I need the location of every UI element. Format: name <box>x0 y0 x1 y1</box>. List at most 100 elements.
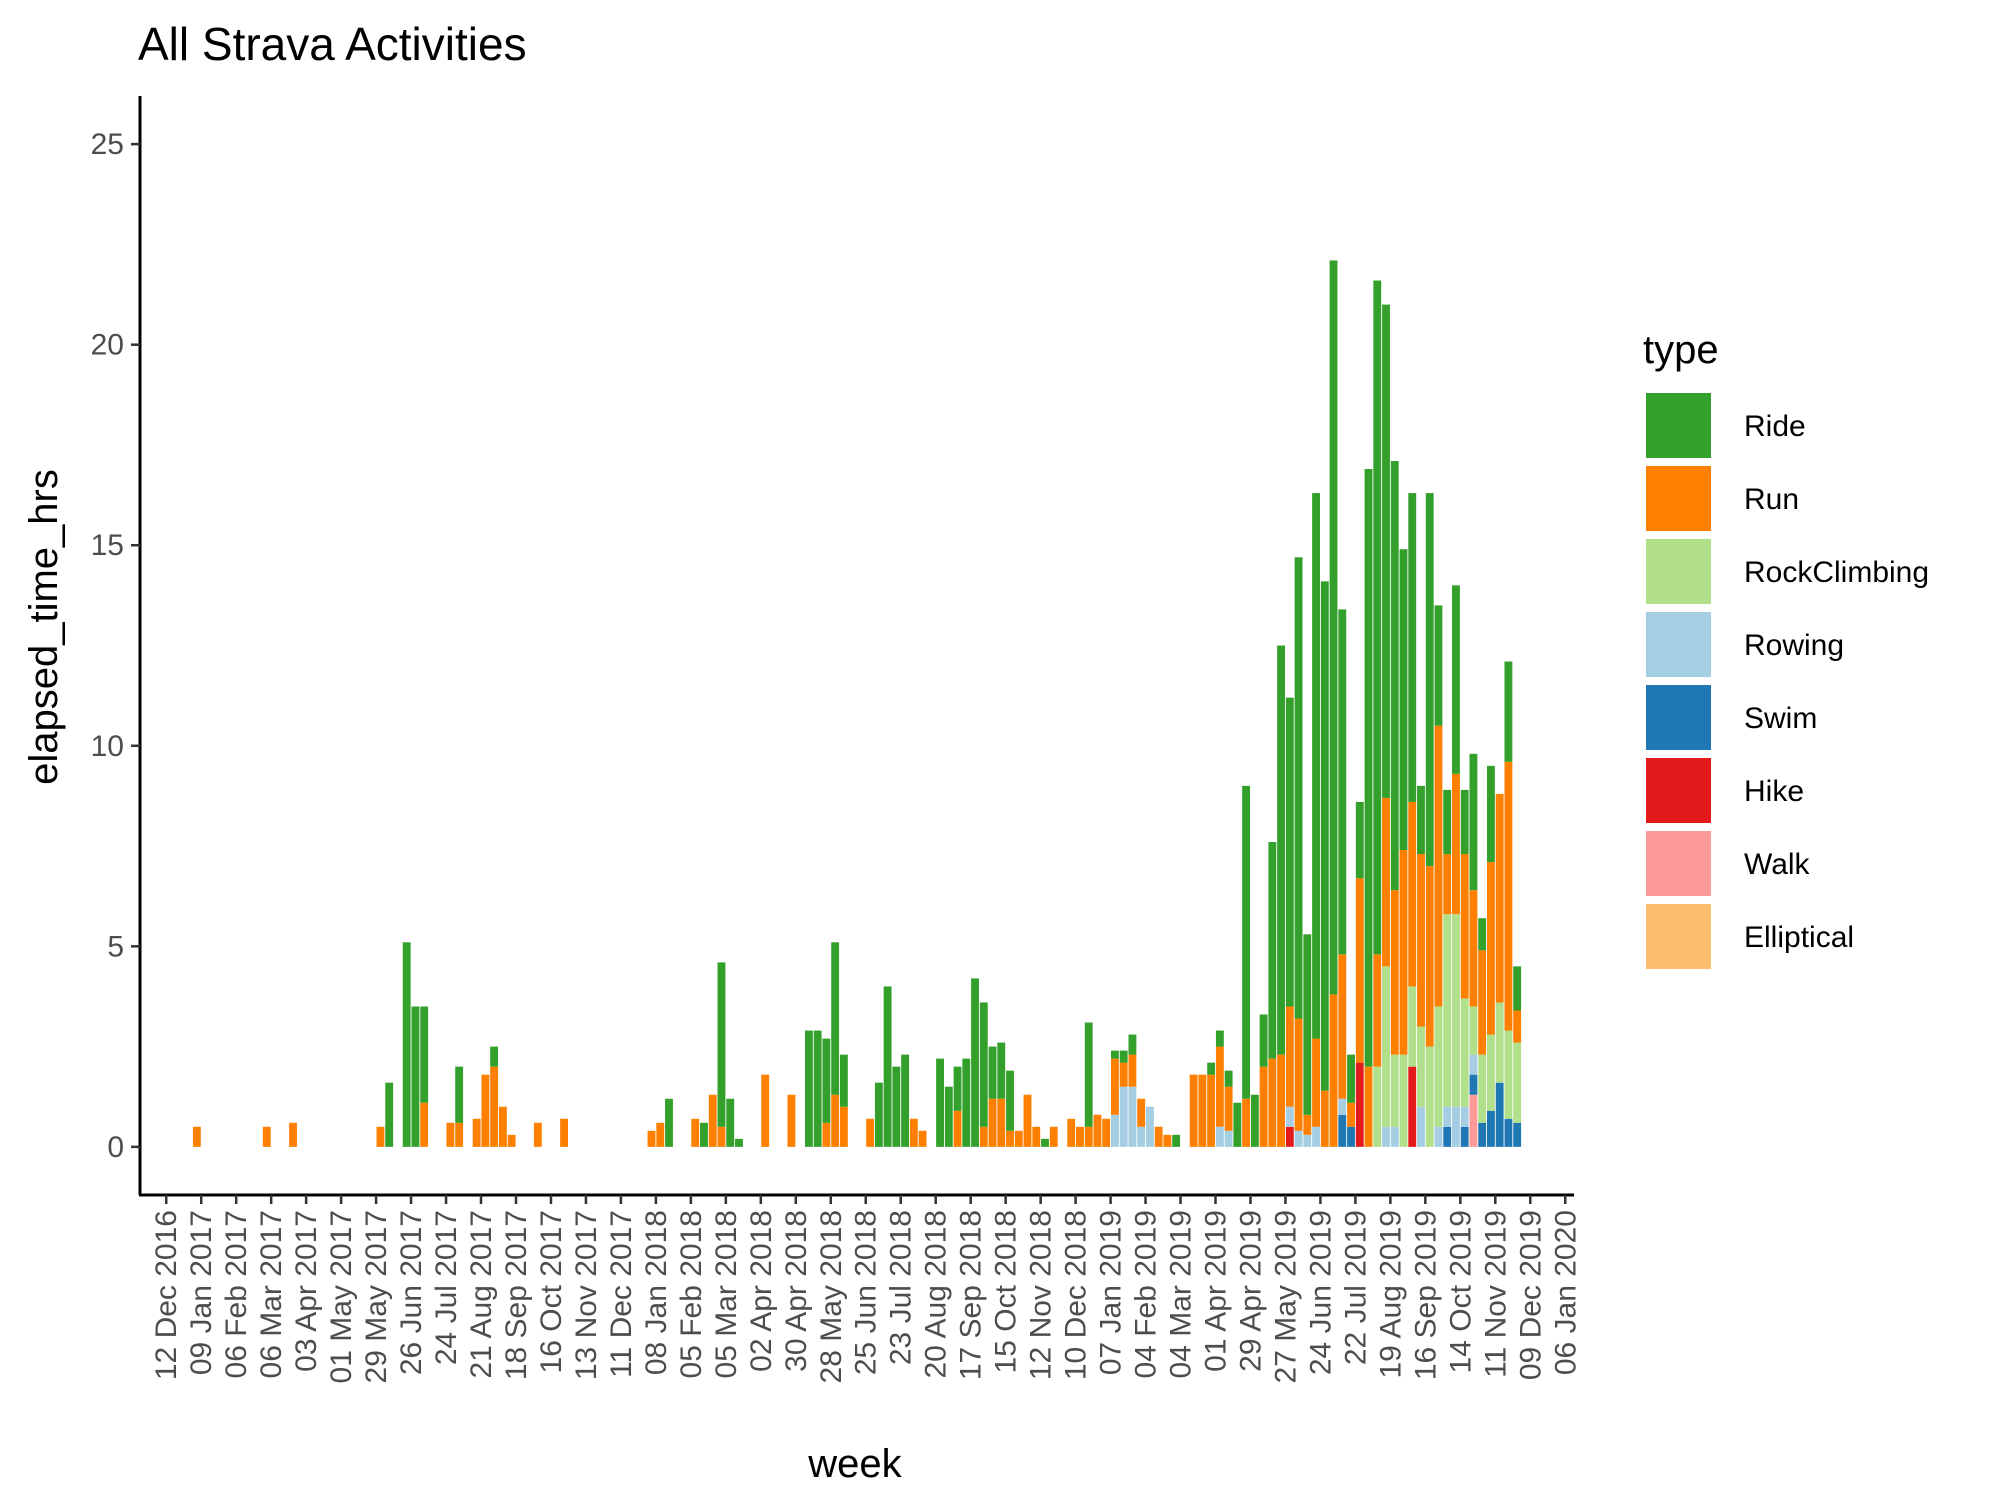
bar-segment-rowing <box>1382 1126 1390 1147</box>
bar-segment-rock-climbing <box>1434 1006 1443 1127</box>
bar-segment-ride <box>1417 785 1425 855</box>
bar-segment-ride <box>1312 493 1320 1039</box>
bar-segment-rock-climbing <box>1513 1042 1522 1123</box>
bar-segment-run <box>866 1118 875 1147</box>
bar-segment-run <box>507 1134 516 1147</box>
bar-segment-ride <box>1460 789 1469 855</box>
bar-segment-ride <box>665 1098 673 1147</box>
bar-segment-ride <box>1408 493 1417 802</box>
legend-label-walk: Walk <box>1744 848 1811 881</box>
bar-segment-ride <box>1320 581 1329 1091</box>
bar-segment-run <box>1329 994 1338 1147</box>
bar-segment-rock-climbing <box>1469 1006 1478 1055</box>
bar-segment-ride <box>1119 1050 1128 1063</box>
bar-segment-rock-climbing <box>1408 986 1417 1067</box>
bar-segment-ride <box>1347 1054 1355 1103</box>
x-tick-label: 04 Mar 2019 <box>1165 1210 1198 1378</box>
x-tick-label: 29 May 2017 <box>360 1210 393 1383</box>
x-tick-label: 29 Apr 2019 <box>1235 1210 1268 1372</box>
bar-segment-run <box>1294 1018 1303 1131</box>
bar-segment-swim <box>1487 1110 1495 1147</box>
bar-segment-ride <box>1425 493 1434 867</box>
bar-segment-ride <box>1399 549 1408 851</box>
bar-segment-run <box>1198 1074 1207 1147</box>
y-tick-label: 5 <box>107 930 124 963</box>
bar-segment-ride <box>1329 260 1338 995</box>
bar-segment-rock-climbing <box>1443 914 1452 1107</box>
bar-segment-ride <box>1390 461 1399 891</box>
bar-segment-rock-climbing <box>1460 998 1469 1107</box>
bar-segment-ride <box>1443 789 1452 855</box>
x-tick-label: 07 Jan 2019 <box>1095 1210 1128 1375</box>
bar-segment-ride <box>936 1058 944 1147</box>
bar-segment-run <box>490 1066 499 1147</box>
bar-segment-run <box>1102 1118 1111 1147</box>
y-tick-label: 10 <box>91 730 124 763</box>
bar-segment-ride <box>1215 1030 1224 1047</box>
bar-segment-run <box>988 1098 997 1147</box>
bar-segment-ride <box>962 1058 971 1147</box>
bar-segment-ride <box>901 1054 910 1147</box>
x-tick-label: 09 Dec 2019 <box>1514 1210 1547 1380</box>
bar-segment-swim <box>1513 1122 1522 1147</box>
bar-segment-run <box>1425 866 1434 1047</box>
bar-segment-ride <box>1224 1070 1233 1087</box>
bar-segment-run <box>1014 1130 1023 1147</box>
bar-segment-run <box>1364 1066 1373 1147</box>
bar-segment-rock-climbing <box>1487 1034 1495 1111</box>
bar-segment-ride <box>892 1066 901 1147</box>
bar-segment-ride <box>1250 1094 1259 1147</box>
y-tick-label: 0 <box>107 1131 124 1164</box>
bar-segment-run <box>1268 1058 1277 1147</box>
bar-segment-rock-climbing <box>1390 1054 1399 1127</box>
bar-segment-rock-climbing <box>1452 914 1460 1107</box>
legend-swatch-ride <box>1646 393 1711 458</box>
bar-segment-run <box>1312 1038 1320 1127</box>
bar-segment-ride <box>385 1082 394 1147</box>
legend-label-hike: Hike <box>1744 775 1804 808</box>
x-tick-label: 15 Oct 2018 <box>990 1210 1023 1373</box>
legend-swatch-rock-climbing <box>1646 539 1711 604</box>
bar-segment-run <box>420 1102 429 1147</box>
bar-segment-ride <box>1259 1014 1268 1067</box>
x-tick-label: 06 Jan 2020 <box>1549 1210 1582 1375</box>
x-tick-label: 22 Jul 2019 <box>1339 1210 1372 1365</box>
bar-segment-run <box>498 1106 507 1147</box>
bar-segment-ride <box>1294 557 1303 1019</box>
bar-segment-ride <box>874 1082 883 1147</box>
bar-segment-run <box>1303 1114 1312 1135</box>
bar-segment-run <box>918 1130 927 1147</box>
x-tick-label: 27 May 2019 <box>1270 1210 1303 1383</box>
bar-segment-swim <box>1338 1114 1347 1147</box>
bars-layer <box>192 260 1522 1147</box>
bar-segment-ride <box>490 1046 499 1067</box>
x-tick-label: 09 Jan 2017 <box>185 1210 218 1375</box>
x-tick-label: 11 Dec 2017 <box>605 1210 638 1378</box>
x-tick-label: 26 Jun 2017 <box>395 1210 428 1375</box>
bar-segment-ride <box>1285 697 1294 1007</box>
bar-segment-run <box>1215 1046 1224 1127</box>
x-tick-label: 16 Sep 2019 <box>1409 1210 1442 1380</box>
bar-segment-rowing <box>1469 1054 1478 1075</box>
bar-segment-swim <box>1443 1126 1452 1147</box>
bar-segment-walk <box>1469 1094 1478 1147</box>
bar-segment-run <box>1119 1062 1128 1087</box>
x-tick-label: 08 Jan 2018 <box>640 1210 673 1375</box>
bar-segment-run <box>481 1074 490 1147</box>
bar-segment-run <box>1355 878 1364 1063</box>
bar-segment-run <box>1399 850 1408 1055</box>
bar-segment-rock-climbing <box>1504 1030 1513 1119</box>
bar-segment-ride <box>1434 605 1443 726</box>
bar-segment-ride <box>411 1006 420 1147</box>
bar-segment-run <box>1032 1126 1041 1147</box>
bar-segment-run <box>1373 954 1382 1067</box>
x-tick-label: 21 Aug 2017 <box>465 1210 498 1379</box>
bar-segment-ride <box>839 1054 848 1107</box>
bar-segment-hike <box>1285 1126 1294 1147</box>
bar-segment-run <box>1408 801 1417 987</box>
bar-segment-ride <box>1242 785 1251 1099</box>
bar-segment-swim <box>1478 1122 1487 1147</box>
bar-segment-run <box>953 1110 962 1147</box>
bar-segment-run <box>1049 1126 1058 1147</box>
